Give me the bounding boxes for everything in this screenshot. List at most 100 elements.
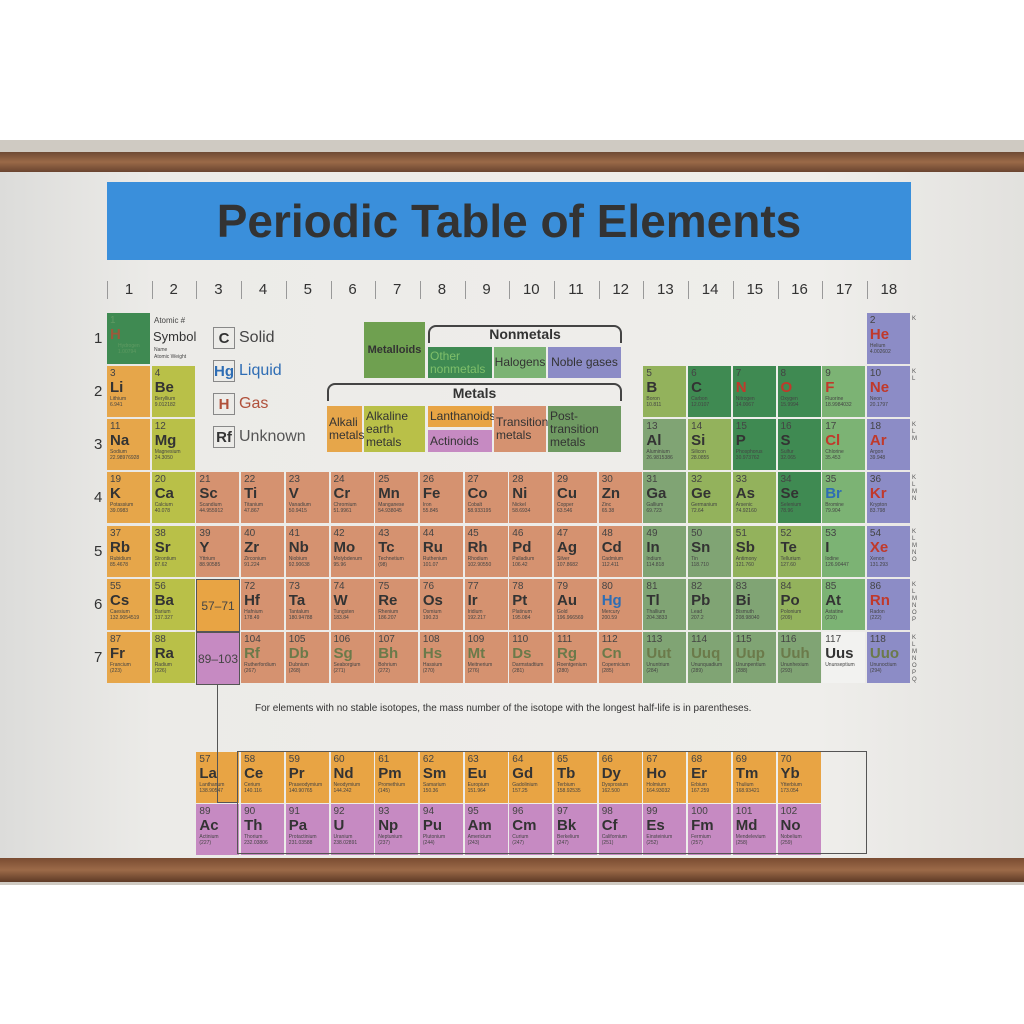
element-c[interactable]: 6 C Carbon 12.0107 bbox=[688, 366, 732, 417]
element-f[interactable]: 9 F Fluorine 18.9984032 bbox=[822, 366, 866, 417]
element-tl[interactable]: 81 Tl Thallium 204.3833 bbox=[643, 579, 687, 630]
element-fe[interactable]: 26 Fe Iron 55.845 bbox=[419, 472, 463, 523]
element-np[interactable]: 93 Np Neptunium (237) bbox=[375, 804, 419, 855]
element-k[interactable]: 19 K Potassium 39.0983 bbox=[107, 472, 150, 523]
element-uuq[interactable]: 114 Uuq Ununquadium (289) bbox=[688, 632, 732, 683]
element-no[interactable]: 102 No Nobelium (259) bbox=[777, 804, 821, 855]
element-uut[interactable]: 113 Uut Ununtrium (284) bbox=[643, 632, 687, 683]
element-b[interactable]: 5 B Boron 10.811 bbox=[643, 366, 687, 417]
element-cl[interactable]: 17 Cl Chlorine 35.453 bbox=[822, 419, 866, 470]
element-co[interactable]: 27 Co Cobalt 58.933195 bbox=[464, 472, 508, 523]
element-bi[interactable]: 83 Bi Bismuth 208.98040 bbox=[732, 579, 776, 630]
element-cs[interactable]: 55 Cs Caesium 132.9054519 bbox=[107, 579, 150, 630]
element-cn[interactable]: 112 Cn Copernicium (285) bbox=[598, 632, 642, 683]
element-ni[interactable]: 28 Ni Nickel 58.6934 bbox=[509, 472, 553, 523]
element-ti[interactable]: 22 Ti Titanium 47.867 bbox=[241, 472, 285, 523]
element-si[interactable]: 14 Si Silicon 28.0855 bbox=[688, 419, 732, 470]
element-rf[interactable]: 104 Rf Rutherfordium (267) bbox=[241, 632, 285, 683]
element-sm[interactable]: 62 Sm Samarium 150.36 bbox=[419, 752, 463, 803]
element-sr[interactable]: 38 Sr Strontium 87.62 bbox=[151, 526, 195, 577]
element-w[interactable]: 74 W Tungsten 183.84 bbox=[330, 579, 374, 630]
element-re[interactable]: 75 Re Rhenium 186.207 bbox=[375, 579, 419, 630]
element-s[interactable]: 16 S Sulfur 32.065 bbox=[777, 419, 821, 470]
element-cf[interactable]: 98 Cf Californium (251) bbox=[598, 804, 642, 855]
element-rg[interactable]: 111 Rg Roentgenium (280) bbox=[554, 632, 597, 683]
element-ac[interactable]: 89 Ac Actinium (227) bbox=[196, 804, 240, 855]
element-rn[interactable]: 86 Rn Radon (222) bbox=[866, 579, 910, 630]
element-pd[interactable]: 46 Pd Palladium 106.42 bbox=[509, 526, 553, 577]
element-eu[interactable]: 63 Eu Europium 151.964 bbox=[464, 752, 508, 803]
element-ta[interactable]: 73 Ta Tantalum 180.94788 bbox=[285, 579, 329, 630]
element-te[interactable]: 52 Te Tellurium 127.60 bbox=[777, 526, 821, 577]
element-fr[interactable]: 87 Fr Francium (223) bbox=[107, 632, 150, 683]
element-li[interactable]: 3 Li Lithium 6.941 bbox=[107, 366, 150, 417]
element-hs[interactable]: 108 Hs Hassium (270) bbox=[419, 632, 463, 683]
element-ce[interactable]: 58 Ce Cerium 140.116 bbox=[241, 752, 285, 803]
element-uuh[interactable]: 116 Uuh Ununhexium (293) bbox=[777, 632, 821, 683]
element-bk[interactable]: 97 Bk Berkelium (247) bbox=[554, 804, 597, 855]
element-pb[interactable]: 82 Pb Lead 207.2 bbox=[688, 579, 732, 630]
element-cm[interactable]: 96 Cm Curium (247) bbox=[509, 804, 553, 855]
element-dy[interactable]: 66 Dy Dysprosium 162.500 bbox=[598, 752, 642, 803]
element-sb[interactable]: 51 Sb Antimony 121.760 bbox=[732, 526, 776, 577]
element-ir[interactable]: 77 Ir Iridium 192.217 bbox=[464, 579, 508, 630]
element-mo[interactable]: 42 Mo Molybdenum 95.96 bbox=[330, 526, 374, 577]
element-cu[interactable]: 29 Cu Copper 63.546 bbox=[554, 472, 597, 523]
element-he[interactable]: 2 He Helium 4.002602 bbox=[866, 313, 910, 364]
element-as[interactable]: 33 As Arsenic 74.92160 bbox=[732, 472, 776, 523]
element-cd[interactable]: 48 Cd Cadmium 112.411 bbox=[598, 526, 642, 577]
element-nb[interactable]: 41 Nb Niobium 92.90638 bbox=[285, 526, 329, 577]
element-ru[interactable]: 44 Ru Ruthenium 101.07 bbox=[419, 526, 463, 577]
element-bh[interactable]: 107 Bh Bohrium (272) bbox=[375, 632, 419, 683]
element-y[interactable]: 39 Y Yttrium 88.90585 bbox=[196, 526, 240, 577]
element-mt[interactable]: 109 Mt Meitnerium (276) bbox=[464, 632, 508, 683]
element-mn[interactable]: 25 Mn Manganese 54.938045 bbox=[375, 472, 419, 523]
element-th[interactable]: 90 Th Thorium 232.03806 bbox=[241, 804, 285, 855]
element-u[interactable]: 92 U Uranium 238.02891 bbox=[330, 804, 374, 855]
element-sn[interactable]: 50 Sn Tin 118.710 bbox=[688, 526, 732, 577]
element-h[interactable]: 1 H Hydrogen 1.00794 bbox=[107, 313, 150, 364]
element-er[interactable]: 68 Er Erbium 167.259 bbox=[688, 752, 732, 803]
element-pm[interactable]: 61 Pm Promethium (145) bbox=[375, 752, 419, 803]
element-uus[interactable]: 117 Uus Ununseptium bbox=[822, 632, 866, 683]
element-ga[interactable]: 31 Ga Gallium 69.723 bbox=[643, 472, 687, 523]
element-pa[interactable]: 91 Pa Protactinium 231.03588 bbox=[285, 804, 329, 855]
element-ba[interactable]: 56 Ba Barium 137.327 bbox=[151, 579, 195, 630]
element-o[interactable]: 8 O Oxygen 15.9994 bbox=[777, 366, 821, 417]
element-tm[interactable]: 69 Tm Thulium 168.93421 bbox=[732, 752, 776, 803]
element-pt[interactable]: 78 Pt Platinum 195.084 bbox=[509, 579, 553, 630]
element-se[interactable]: 34 Se Selenium 78.96 bbox=[777, 472, 821, 523]
element-at[interactable]: 85 At Astatine (210) bbox=[822, 579, 866, 630]
element-es[interactable]: 99 Es Einsteinium (252) bbox=[643, 804, 687, 855]
element-hf[interactable]: 72 Hf Hafnium 178.49 bbox=[241, 579, 285, 630]
element-i[interactable]: 53 I Iodine 126.90447 bbox=[822, 526, 866, 577]
element-ds[interactable]: 110 Ds Darmstadtium (281) bbox=[509, 632, 553, 683]
element-uup[interactable]: 115 Uup Ununpentium (288) bbox=[732, 632, 776, 683]
element-ag[interactable]: 47 Ag Silver 107.8682 bbox=[554, 526, 597, 577]
element-al[interactable]: 13 Al Aluminium 26.9815386 bbox=[643, 419, 687, 470]
element-rb[interactable]: 37 Rb Rubidium 85.4678 bbox=[107, 526, 150, 577]
element-uuo[interactable]: 118 Uuo Ununoctium (294) bbox=[866, 632, 910, 683]
element-pr[interactable]: 59 Pr Praseodymium 140.90765 bbox=[285, 752, 329, 803]
element-po[interactable]: 84 Po Polonium (209) bbox=[777, 579, 821, 630]
element-sg[interactable]: 106 Sg Seaborgium (271) bbox=[330, 632, 374, 683]
element-md[interactable]: 101 Md Mendelevium (258) bbox=[732, 804, 776, 855]
element-be[interactable]: 4 Be Beryllium 9.012182 bbox=[151, 366, 195, 417]
element-v[interactable]: 23 V Vanadium 50.9415 bbox=[285, 472, 329, 523]
element-p[interactable]: 15 P Phosphorus 30.973762 bbox=[732, 419, 776, 470]
element-xe[interactable]: 54 Xe Xenon 131.293 bbox=[866, 526, 910, 577]
element-nd[interactable]: 60 Nd Neodymium 144.242 bbox=[330, 752, 374, 803]
element-zn[interactable]: 30 Zn Zinc 65.38 bbox=[598, 472, 642, 523]
element-tc[interactable]: 43 Tc Technetium (98) bbox=[375, 526, 419, 577]
element-ho[interactable]: 67 Ho Holmium 164.93032 bbox=[643, 752, 687, 803]
element-kr[interactable]: 36 Kr Krypton 83.798 bbox=[866, 472, 910, 523]
element-n[interactable]: 7 N Nitrogen 14.0067 bbox=[732, 366, 776, 417]
element-db[interactable]: 105 Db Dubnium (268) bbox=[285, 632, 329, 683]
element-pu[interactable]: 94 Pu Plutonium (244) bbox=[419, 804, 463, 855]
element-yb[interactable]: 70 Yb Ytterbium 173.054 bbox=[777, 752, 821, 803]
element-gd[interactable]: 64 Gd Gadolinium 157.25 bbox=[509, 752, 553, 803]
element-au[interactable]: 79 Au Gold 196.966569 bbox=[554, 579, 597, 630]
element-ge[interactable]: 32 Ge Germanium 72.64 bbox=[688, 472, 732, 523]
element-na[interactable]: 11 Na Sodium 22.98976928 bbox=[107, 419, 150, 470]
element-ra[interactable]: 88 Ra Radium (226) bbox=[151, 632, 195, 683]
